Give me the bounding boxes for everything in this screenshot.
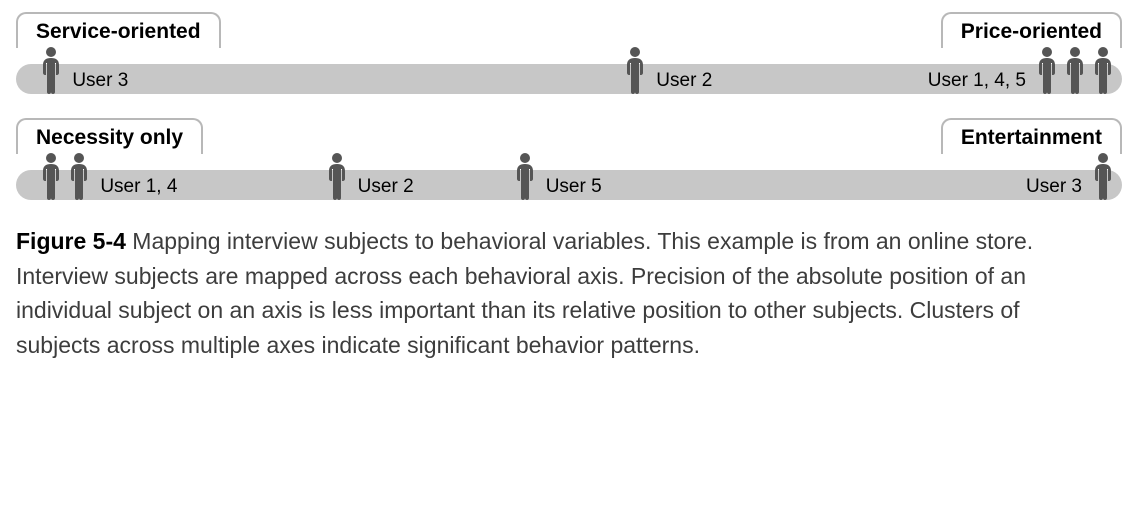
- person-icon: [40, 46, 62, 94]
- axis-right-label: Price-oriented: [941, 12, 1122, 48]
- subject-group-label: User 1, 4: [100, 176, 177, 198]
- person-icon: [326, 152, 348, 200]
- person-icon: [1064, 46, 1086, 94]
- subject-group-label: User 1, 4, 5: [928, 70, 1026, 92]
- behavioral-axis: Necessity only Entertainment User 1, 4 Us…: [16, 118, 1122, 208]
- subject-group-label: User 2: [656, 70, 712, 92]
- subject-group-label: User 3: [1026, 176, 1082, 198]
- person-icon: [1092, 46, 1114, 94]
- subject-group: User 2: [326, 152, 414, 200]
- figure-caption-text: Mapping interview subjects to behavioral…: [16, 228, 1033, 358]
- figure-number: Figure 5-4: [16, 228, 126, 254]
- subject-group-label: User 2: [358, 176, 414, 198]
- subject-group: User 2: [624, 46, 712, 94]
- subject-group: User 3: [1026, 152, 1114, 200]
- subject-group-label: User 5: [546, 176, 602, 198]
- person-icon: [514, 152, 536, 200]
- subject-group-label: User 3: [72, 70, 128, 92]
- subject-group: User 1, 4, 5: [928, 46, 1114, 94]
- person-icon: [40, 152, 62, 200]
- subject-group: User 1, 4: [40, 152, 177, 200]
- behavioral-axis: Service-oriented Price-oriented User 3 Us…: [16, 12, 1122, 102]
- axis-left-label: Service-oriented: [16, 12, 221, 48]
- subject-group: User 3: [40, 46, 128, 94]
- person-icon: [68, 152, 90, 200]
- figure-caption: Figure 5-4 Mapping interview subjects to…: [16, 224, 1096, 362]
- person-icon: [1092, 152, 1114, 200]
- behavioral-axes-diagram: Service-oriented Price-oriented User 3 Us…: [16, 12, 1122, 208]
- person-icon: [1036, 46, 1058, 94]
- axis-left-label: Necessity only: [16, 118, 203, 154]
- axis-right-label: Entertainment: [941, 118, 1122, 154]
- person-icon: [624, 46, 646, 94]
- subject-group: User 5: [514, 152, 602, 200]
